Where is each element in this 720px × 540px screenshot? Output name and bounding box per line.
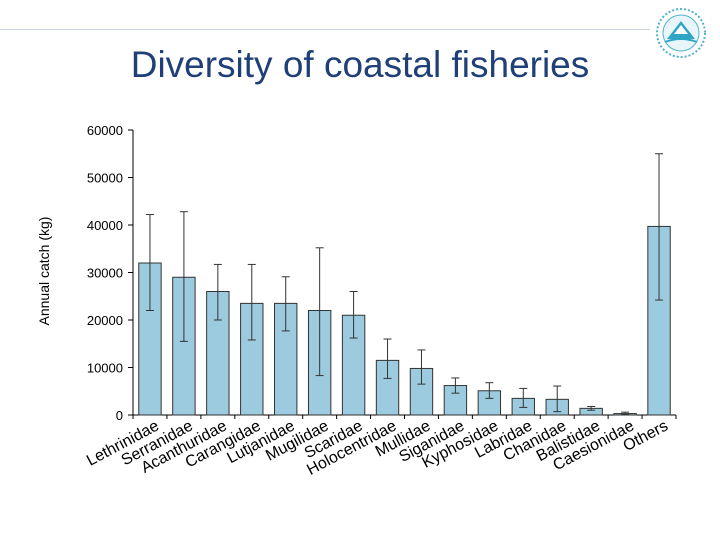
y-tick-label: 30000 [87, 266, 123, 281]
header-rule [0, 29, 650, 30]
y-tick-label: 10000 [87, 361, 123, 376]
y-tick-label: 40000 [87, 218, 123, 233]
y-tick-label: 60000 [87, 123, 123, 138]
y-tick-label: 50000 [87, 171, 123, 186]
y-tick-label: 20000 [87, 313, 123, 328]
y-tick-label: 0 [116, 408, 123, 423]
organization-logo [656, 8, 706, 58]
slide-title: Diversity of coastal fisheries [130, 44, 590, 85]
